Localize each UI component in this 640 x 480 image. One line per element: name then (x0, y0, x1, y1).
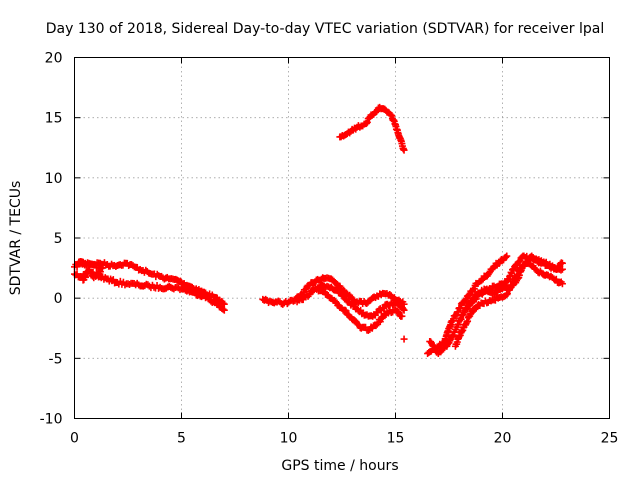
data-point (556, 260, 564, 268)
data-point (76, 257, 84, 265)
data-point (471, 305, 479, 313)
data-point (557, 259, 565, 267)
x-tick-label: 0 (70, 431, 79, 447)
data-point (552, 275, 560, 283)
data-point (400, 145, 408, 153)
data-point (398, 304, 406, 312)
data-point (457, 304, 465, 312)
data-point (475, 301, 483, 309)
y-tick-label: 5 (54, 231, 63, 247)
data-point (491, 290, 499, 298)
data-point (495, 259, 503, 267)
x-tick-label: 20 (494, 431, 512, 447)
data-point (81, 273, 89, 281)
data-point (506, 285, 514, 293)
x-tick-label: 5 (177, 431, 186, 447)
data-point (394, 308, 402, 316)
data-point (502, 253, 510, 261)
data-point (128, 261, 136, 269)
data-point (479, 289, 487, 297)
y-tick-labels: -10 -5 0 5 10 15 20 (40, 51, 63, 428)
chart-title: Day 130 of 2018, Sidereal Day-to-day VTE… (46, 21, 604, 37)
data-point (488, 265, 496, 273)
data-point (541, 259, 549, 267)
data-point (342, 130, 350, 138)
x-tick-labels: 0 5 10 15 20 25 (70, 431, 618, 447)
y-tick-label: 0 (54, 291, 63, 307)
data-point (396, 311, 404, 319)
y-tick-label: 20 (45, 51, 63, 67)
y-tick-label: 10 (45, 171, 63, 187)
data-point (219, 299, 227, 307)
data-point (478, 276, 486, 284)
data-point (372, 322, 380, 330)
data-point (342, 307, 350, 315)
x-tick-label: 25 (601, 431, 619, 447)
data-point (447, 321, 455, 329)
data-point (219, 305, 227, 313)
data-point (385, 302, 393, 310)
data-point (352, 125, 360, 133)
data-point (400, 335, 408, 343)
x-tick-label: 10 (280, 431, 298, 447)
data-point (207, 297, 215, 305)
data-point (528, 252, 536, 260)
data-point (373, 107, 381, 115)
y-tick-label: -10 (40, 412, 63, 428)
data-point (363, 118, 371, 126)
data-point (310, 279, 318, 287)
data-point (504, 284, 512, 292)
data-point (362, 119, 370, 127)
x-axis-label: GPS time / hours (281, 458, 398, 474)
data-point (470, 285, 478, 293)
grid-lines (74, 57, 610, 419)
data-point (153, 270, 161, 278)
data-point (557, 266, 565, 274)
data-points (71, 103, 566, 358)
axis-ticks (74, 57, 610, 419)
y-tick-label: 15 (45, 111, 63, 127)
data-point (132, 281, 140, 289)
data-point (399, 298, 407, 306)
data-point (324, 283, 332, 291)
data-point (288, 296, 296, 304)
y-tick-label: -5 (49, 351, 63, 367)
data-point (399, 305, 407, 313)
data-point (530, 264, 538, 272)
data-point (496, 285, 504, 293)
y-axis-label: SDTVAR / TECUs (8, 181, 24, 296)
data-point (136, 265, 144, 273)
data-point (397, 312, 405, 320)
x-tick-label: 15 (387, 431, 405, 447)
data-point (351, 124, 359, 132)
data-point (368, 295, 376, 303)
data-point (459, 311, 467, 319)
data-point (547, 272, 555, 280)
data-point (557, 278, 565, 286)
